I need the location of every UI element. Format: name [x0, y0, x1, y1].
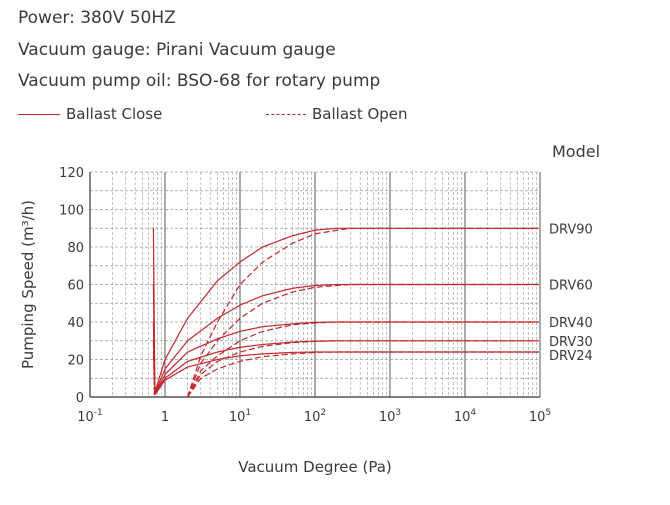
y-tick-label: 0: [76, 391, 84, 406]
x-tick-label: 1: [161, 410, 169, 425]
curve-drv24-ballast-close: [152, 351, 539, 396]
pump-oil-spec: Vacuum pump oil: BSO-68 for rotary pump: [18, 71, 381, 91]
legend-ballast-close: Ballast Close: [18, 104, 178, 124]
legend-dashed-line-swatch: [266, 114, 306, 115]
legend-ballast-close-label: Ballast Close: [66, 105, 163, 123]
x-axis-title: Vacuum Degree (Pa): [238, 458, 392, 476]
curve-drv30-ballast-close: [152, 340, 539, 396]
model-label-drv24: DRV24: [549, 349, 593, 364]
legend-ballast-open: Ballast Open: [266, 104, 426, 124]
x-tick-label: 102: [304, 408, 326, 425]
legend-ballast-open-label: Ballast Open: [312, 105, 408, 123]
curves: [152, 227, 539, 398]
x-tick-label: 103: [379, 408, 401, 425]
y-tick-label: 80: [67, 241, 84, 256]
model-label-drv90: DRV90: [549, 222, 593, 237]
model-column-header: Model: [552, 142, 601, 161]
x-tick-label: 104: [454, 408, 477, 425]
curve-drv30-ballast-open: [187, 340, 539, 398]
axes: [89, 172, 540, 398]
curve-drv60-ballast-close: [152, 283, 539, 394]
y-tick-label: 100: [59, 204, 84, 219]
y-tick-label: 40: [67, 316, 84, 331]
model-label-drv60: DRV60: [549, 279, 593, 294]
curve-drv24-ballast-open: [187, 351, 539, 398]
curve-drv90-ballast-close: [152, 227, 539, 393]
y-tick-label: 60: [67, 279, 84, 294]
y-axis-title: Pumping Speed (m³/h): [19, 200, 37, 369]
curve-drv90-ballast-open: [187, 227, 539, 398]
curve-drv60-ballast-open: [187, 283, 539, 398]
legend-solid-line-swatch: [18, 114, 60, 115]
curve-drv40-ballast-close: [152, 321, 539, 395]
y-tick-label: 120: [59, 166, 84, 181]
power-spec: Power: 380V 50HZ: [18, 8, 176, 28]
labels: 0 20 40 60 80 100 120 10-1 1 101 102 103 104 105 Vacuu…: [19, 166, 593, 476]
model-label-drv40: DRV40: [549, 316, 593, 331]
curve-drv40-ballast-open: [187, 321, 539, 398]
x-tick-label: 105: [529, 408, 551, 425]
y-tick-label: 20: [67, 354, 84, 369]
x-tick-label: 101: [229, 408, 251, 425]
x-tick-label: 10-1: [77, 408, 103, 425]
model-label-drv30: DRV30: [549, 335, 593, 350]
vacuum-gauge-spec: Vacuum gauge: Pirani Vacuum gauge: [18, 40, 336, 60]
